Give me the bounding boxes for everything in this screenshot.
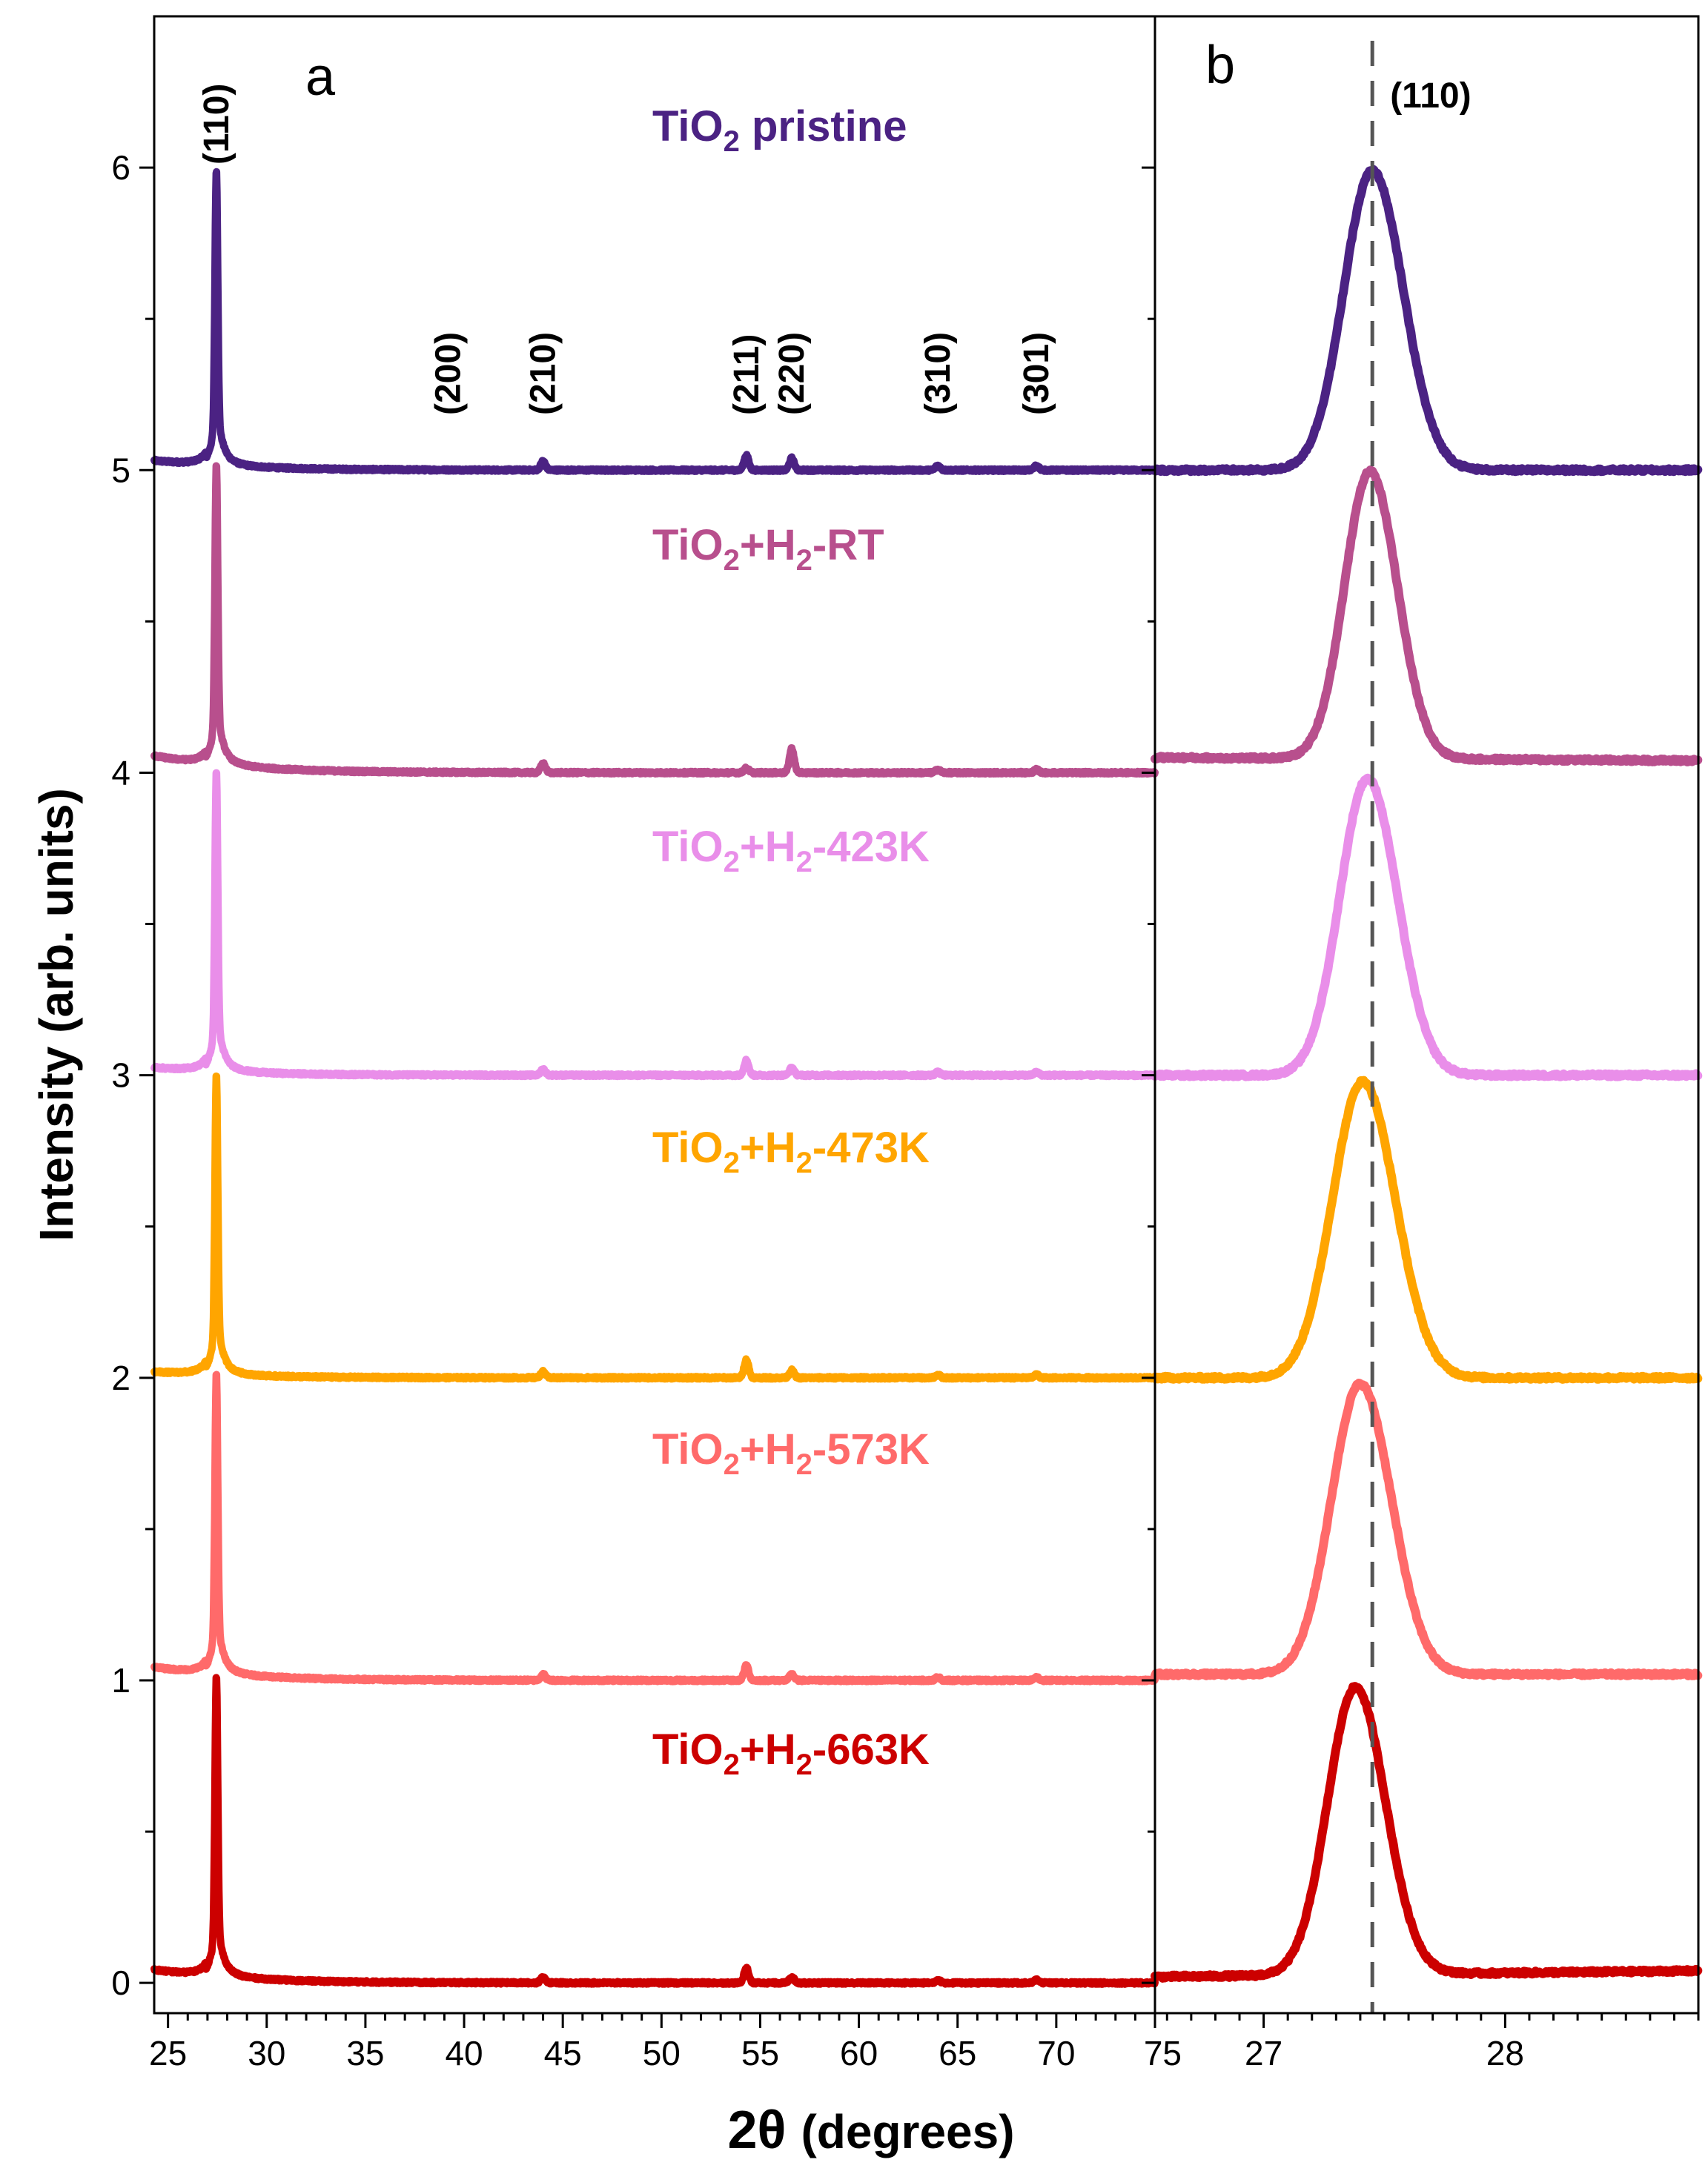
x-tick-label-a: 45	[544, 2034, 582, 2072]
x-axis-title-symbol: 2θ	[727, 2101, 801, 2160]
y-tick-label: 4	[111, 753, 130, 792]
y-tick-label: 5	[111, 451, 130, 489]
sample-label-sub2: 2	[796, 1749, 812, 1781]
x-axis-title: 2θ (degrees)	[727, 2101, 1014, 2160]
sample-label-tail: -573K	[812, 1425, 930, 1474]
x-tick-label-a: 40	[445, 2034, 483, 2072]
sample-label-sub2: 2	[796, 846, 812, 878]
x-tick-label-a: 50	[643, 2034, 681, 2072]
x-tick-label-a: 30	[248, 2034, 285, 2072]
y-tick-label: 3	[111, 1056, 130, 1095]
sample-label-sub: 2	[724, 1749, 740, 1781]
y-tick-label: 1	[111, 1661, 130, 1700]
x-tick-label-b: 28	[1486, 2034, 1524, 2072]
sample-label-rest: +H	[740, 1124, 796, 1172]
series-a-4	[150, 1371, 1159, 1686]
reference-label: (110)	[1390, 76, 1471, 116]
series-a-5	[150, 1674, 1159, 1988]
sample-label-1: TiO2+H2-RT	[652, 521, 884, 577]
y-tick-label: 6	[111, 148, 130, 187]
sample-label-4: TiO2+H2-573K	[652, 1425, 930, 1481]
x-tick-label-a: 65	[939, 2034, 976, 2072]
x-tick-label-a: 25	[149, 2034, 187, 2072]
series-b-1	[1151, 465, 1703, 766]
sample-label-main: TiO	[652, 823, 724, 871]
sample-label-sub: 2	[724, 1448, 740, 1481]
y-tick-label: 2	[111, 1359, 130, 1397]
series-a-1	[150, 462, 1159, 778]
x-tick-label-a: 60	[840, 2034, 878, 2072]
sample-label-main: TiO	[652, 1425, 724, 1474]
sample-label-sub: 2	[724, 846, 740, 878]
x-tick-label-a: 75	[1144, 2034, 1182, 2072]
hkl-label: (301)	[1017, 332, 1056, 415]
series-a-0	[150, 168, 1159, 475]
series-b-3	[1151, 1076, 1703, 1384]
series-b-4	[1151, 1379, 1703, 1680]
series-b-2	[1151, 773, 1703, 1081]
sample-label-tail: -423K	[812, 823, 930, 871]
sample-label-rest: pristine	[740, 102, 907, 150]
sample-label-rest: +H	[740, 521, 796, 569]
x-axis-title-unit: (degrees)	[801, 2105, 1014, 2158]
sample-label-main: TiO	[652, 102, 724, 150]
hkl-label: (110)	[197, 84, 236, 165]
x-tick-label-b: 27	[1245, 2034, 1282, 2072]
sample-label-0: TiO2 pristine	[652, 102, 907, 158]
sample-label-rest: +H	[740, 1726, 796, 1774]
panel-b-frame	[1153, 15, 1700, 2015]
sample-label-sub: 2	[724, 125, 740, 158]
sample-label-5: TiO2+H2-663K	[652, 1726, 930, 1781]
series-b-5	[1151, 1682, 1703, 1983]
x-tick-label-a: 35	[346, 2034, 384, 2072]
hkl-label: (211)	[727, 334, 767, 415]
sample-label-sub: 2	[724, 1147, 740, 1179]
sample-label-main: TiO	[652, 1726, 724, 1774]
sample-label-main: TiO	[652, 1124, 724, 1172]
hkl-label: (210)	[524, 332, 563, 415]
series-a-2	[150, 769, 1159, 1081]
sample-label-tail: -RT	[812, 521, 884, 569]
hkl-label: (200)	[429, 332, 469, 415]
sample-label-3: TiO2+H2-473K	[652, 1124, 930, 1179]
hkl-label: (220)	[772, 332, 812, 415]
sample-label-sub2: 2	[796, 1448, 812, 1481]
sample-label-main: TiO	[652, 521, 724, 569]
panel-letter-b: b	[1205, 36, 1235, 95]
sample-label-tail: -473K	[812, 1124, 930, 1172]
sample-label-sub2: 2	[796, 1147, 812, 1179]
sample-label-sub2: 2	[796, 544, 812, 577]
panel-a-frame	[153, 15, 1156, 2015]
sample-label-rest: +H	[740, 1425, 796, 1474]
sample-label-rest: +H	[740, 823, 796, 871]
sample-label-2: TiO2+H2-423K	[652, 823, 930, 878]
series-b-0	[1151, 165, 1703, 477]
sample-label-sub: 2	[724, 544, 740, 577]
hkl-label: (310)	[918, 332, 958, 415]
x-tick-label-a: 55	[741, 2034, 779, 2072]
y-axis-title: Intensity (arb. units)	[30, 788, 83, 1242]
panel-letter-a: a	[305, 47, 336, 107]
sample-label-tail: -663K	[812, 1726, 930, 1774]
y-tick-label: 0	[111, 1963, 130, 2002]
x-tick-label-a: 70	[1037, 2034, 1075, 2072]
series-a-3	[150, 1072, 1159, 1383]
